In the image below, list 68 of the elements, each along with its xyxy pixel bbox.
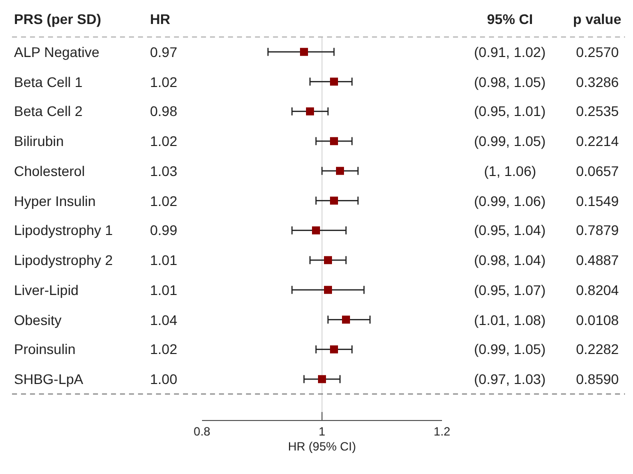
- y-tick-label: Proinsulin: [14, 341, 76, 357]
- point: [330, 78, 338, 86]
- data-label: 1.02: [150, 193, 178, 209]
- text: 0.8204: [576, 282, 620, 298]
- text: 0.3286: [576, 74, 620, 90]
- text: (0.99, 1.05): [474, 341, 546, 357]
- text: (0.98, 1.05): [474, 74, 546, 90]
- data-label: 1.02: [150, 341, 178, 357]
- x-tick-label: 1: [318, 424, 326, 438]
- text: 0.0657: [576, 163, 620, 179]
- y-tick-label: Beta Cell 2: [14, 103, 83, 119]
- text: 95% CI: [487, 11, 533, 27]
- point: [324, 256, 332, 264]
- y-tick-label: Cholesterol: [14, 163, 85, 179]
- text: 0.4887: [576, 252, 620, 268]
- text: (0.95, 1.07): [474, 282, 546, 298]
- data-label: 1.01: [150, 282, 178, 298]
- point: [330, 137, 338, 146]
- x-axis-title: HR (95% CI): [288, 439, 356, 454]
- data-label: 0.98: [150, 103, 178, 119]
- data-label: 1.02: [150, 74, 178, 90]
- text: (0.91, 1.02): [474, 44, 546, 60]
- y-tick-label: Lipodystrophy 2: [14, 252, 114, 268]
- y-tick-label: Liver-Lipid: [14, 282, 79, 298]
- point: [318, 375, 326, 384]
- text: (1.01, 1.08): [474, 312, 546, 328]
- text: (0.99, 1.06): [474, 193, 546, 209]
- text: 0.1549: [576, 193, 620, 209]
- point: [336, 166, 344, 175]
- y-tick-label: SHBG-LpA: [14, 371, 84, 387]
- text: (0.95, 1.04): [474, 222, 546, 238]
- text: 0.2282: [576, 341, 620, 357]
- y-tick-label: ALP Negative: [14, 44, 100, 60]
- x-tick-label: 0.8: [194, 424, 211, 438]
- text: (0.97, 1.03): [474, 371, 546, 387]
- text: 0.2535: [576, 103, 620, 119]
- x-tick-label: 1.2: [434, 424, 451, 438]
- data-label: 1.01: [150, 252, 178, 268]
- point: [312, 226, 320, 234]
- y-tick-label: Lipodystrophy 1: [14, 222, 114, 238]
- data-label: 1.00: [150, 371, 178, 387]
- point: [342, 316, 350, 324]
- y-tick-label: Bilirubin: [14, 133, 64, 149]
- text: p value: [573, 11, 622, 27]
- y-axis-title: PRS (per SD): [14, 11, 102, 27]
- text: 0.0108: [576, 312, 620, 328]
- text: (0.95, 1.01): [474, 103, 546, 119]
- data-label: 1.02: [150, 133, 178, 149]
- text: 0.2214: [576, 133, 620, 149]
- data-label: 0.97: [150, 44, 178, 60]
- y-tick-label: Beta Cell 1: [14, 74, 83, 90]
- text: (0.99, 1.05): [474, 133, 546, 149]
- text: 0.7879: [576, 222, 620, 238]
- data-label: 1.03: [150, 163, 178, 179]
- text: HR: [150, 11, 170, 27]
- y-tick-label: Obesity: [14, 312, 62, 328]
- point: [306, 107, 314, 116]
- data-label: 1.04: [150, 312, 178, 328]
- point: [300, 48, 308, 56]
- point: [330, 345, 338, 354]
- data-label: 0.99: [150, 222, 178, 238]
- text: 0.2570: [576, 44, 620, 60]
- text: (1, 1.06): [484, 163, 536, 179]
- point: [324, 286, 332, 294]
- text: (0.98, 1.04): [474, 252, 546, 268]
- y-tick-label: Hyper Insulin: [14, 193, 96, 209]
- point: [330, 196, 338, 205]
- text: 0.8590: [576, 371, 620, 387]
